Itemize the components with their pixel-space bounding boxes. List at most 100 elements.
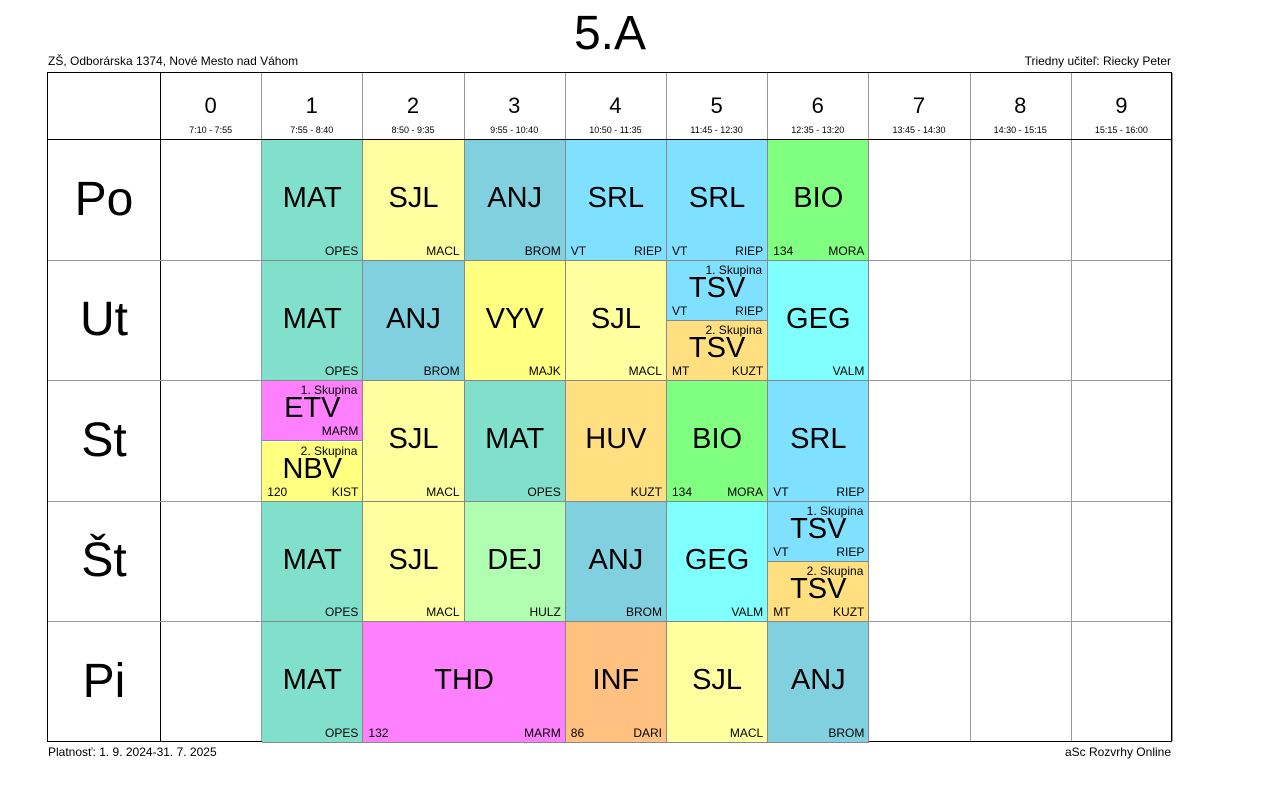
lesson-cell[interactable]: BIO MORA 134: [667, 381, 769, 502]
lesson-cell[interactable]: ANJ BROM: [363, 260, 465, 382]
lesson-teacher: OPES: [325, 725, 359, 740]
period-header: 5 11:45 - 12:30: [666, 73, 767, 139]
lesson-cell[interactable]: MAT OPES: [262, 140, 364, 261]
lesson-cell[interactable]: THD MARM 132: [363, 622, 566, 743]
lesson-cell[interactable]: 2. Skupina TSV KUZT MT: [768, 562, 870, 623]
lesson-cell[interactable]: SJL MACL: [363, 501, 465, 623]
lesson-teacher: MORA: [727, 484, 764, 499]
lesson-teacher: OPES: [527, 484, 561, 499]
lesson-room: 86: [570, 725, 585, 740]
lesson-teacher: RIEP: [633, 243, 662, 258]
lesson-subject: INF: [592, 664, 640, 697]
lesson-subject: VYV: [485, 302, 544, 335]
lesson-teacher: RIEP: [836, 545, 865, 560]
lesson-teacher: BROM: [524, 243, 561, 258]
lesson-group: 1. Skupina: [806, 503, 864, 518]
period-number: 4: [609, 93, 622, 118]
lesson-subject: BIO: [793, 182, 844, 214]
day-label: St: [81, 413, 127, 467]
lesson-cell[interactable]: MAT OPES: [262, 622, 364, 743]
period-number: 3: [508, 93, 521, 118]
lesson-cell[interactable]: HUV KUZT: [565, 381, 667, 502]
lesson-cell[interactable]: SJL MACL: [667, 622, 769, 743]
lesson-teacher: RIEP: [836, 484, 865, 499]
lesson-cell[interactable]: VYV MAJK: [464, 260, 566, 382]
lesson-subject: SRL: [790, 423, 847, 456]
period-number: 6: [811, 93, 824, 118]
lesson-subject: TSV: [688, 271, 746, 304]
period-number: 8: [1014, 93, 1027, 118]
lesson-cell[interactable]: GEG VALM: [667, 501, 769, 623]
lesson-cell[interactable]: 2. Skupina TSV KUZT MT: [667, 320, 769, 382]
lesson-subject: MAT: [282, 664, 342, 697]
lesson-cell[interactable]: BIO MORA 134: [768, 140, 870, 261]
day-label: Št: [81, 534, 127, 588]
page-title: 5.A: [573, 7, 647, 60]
lesson-cell[interactable]: ANJ BROM: [565, 501, 667, 623]
period-number: 0: [204, 93, 217, 118]
lesson-subject: MAT: [282, 302, 342, 335]
lesson-teacher: OPES: [325, 364, 359, 379]
lesson-subject: DEJ: [487, 543, 543, 576]
lesson-cell[interactable]: SRL RIEP VT: [768, 381, 870, 502]
lesson-cell[interactable]: INF DARI 86: [565, 622, 667, 743]
lesson-cell[interactable]: SRL RIEP VT: [565, 140, 667, 261]
lesson-cell[interactable]: GEG VALM: [768, 260, 870, 382]
timetable-grid: 0 7:10 - 7:55 1 7:55 - 8:40 2 8:50 - 9:35 3 9:5…: [47, 72, 1173, 743]
lesson-subject: NBV: [282, 452, 343, 485]
lesson-cell[interactable]: 1. Skupina ETV MARM: [262, 381, 364, 442]
lesson-cell[interactable]: SJL MACL: [363, 381, 465, 502]
lesson-cell[interactable]: 2. Skupina NBV KIST 120: [262, 441, 364, 502]
lesson-subject: MAT: [282, 182, 342, 214]
lesson-teacher: MAJK: [528, 364, 561, 379]
lesson-cell[interactable]: ANJ BROM: [768, 622, 870, 743]
lesson-room: VT: [570, 243, 587, 258]
lesson-teacher: HULZ: [529, 605, 561, 620]
lesson-cell[interactable]: SRL RIEP VT: [667, 140, 769, 261]
lesson-cell[interactable]: 1. Skupina TSV RIEP VT: [667, 260, 769, 321]
period-time: 8:50 - 9:35: [391, 125, 435, 135]
lesson-teacher: MARM: [321, 424, 359, 439]
period-time: 11:45 - 12:30: [690, 125, 743, 135]
grid-line: [1172, 73, 1173, 741]
lesson-cell[interactable]: DEJ HULZ: [464, 501, 566, 623]
day-label: Ut: [80, 293, 128, 347]
grid-line: [160, 73, 161, 741]
lesson-subject: ANJ: [487, 182, 543, 214]
lesson-teacher: MACL: [729, 725, 764, 740]
lesson-cell[interactable]: ANJ BROM: [464, 140, 566, 261]
lesson-subject: THD: [434, 664, 494, 697]
lesson-subject: SJL: [590, 302, 641, 335]
lesson-teacher: OPES: [325, 243, 359, 258]
period-header: 7 13:45 - 14:30: [868, 73, 969, 139]
period-header: 6 12:35 - 13:20: [767, 73, 868, 139]
lesson-subject: ETV: [284, 392, 341, 425]
lesson-group: 2. Skupina: [705, 322, 763, 337]
lesson-cell[interactable]: MAT OPES: [262, 501, 364, 623]
lesson-subject: SJL: [388, 423, 439, 456]
period-number: 1: [305, 93, 318, 118]
lesson-teacher: RIEP: [735, 243, 764, 258]
period-header: 3 9:55 - 10:40: [464, 73, 565, 139]
period-number: 5: [710, 93, 723, 118]
lesson-room: 120: [267, 484, 288, 499]
lesson-teacher: MACL: [426, 605, 460, 620]
lesson-cell[interactable]: SJL MACL: [565, 260, 667, 382]
lesson-subject: ANJ: [386, 302, 441, 335]
lesson-room: VT: [773, 484, 789, 499]
lesson-cell[interactable]: MAT OPES: [464, 381, 566, 502]
lesson-teacher: MACL: [426, 484, 460, 499]
lesson-room: 134: [773, 243, 794, 258]
credit-text: aSc Rozvrhy Online: [1064, 745, 1171, 759]
school-name: ZŠ, Odborárska 1374, Nové Mesto nad Váho…: [48, 54, 299, 68]
period-header: 9 15:15 - 16:00: [1071, 73, 1172, 139]
lesson-subject: GEG: [786, 302, 851, 335]
lesson-subject: ANJ: [588, 543, 644, 576]
lesson-cell[interactable]: MAT OPES: [262, 260, 364, 382]
day-label: Po: [74, 172, 134, 226]
lesson-cell[interactable]: SJL MACL: [363, 140, 465, 261]
lesson-teacher: OPES: [325, 605, 359, 620]
lesson-room: VT: [773, 545, 789, 560]
lesson-cell[interactable]: 1. Skupina TSV RIEP VT: [768, 501, 870, 563]
period-number: 2: [406, 93, 420, 118]
